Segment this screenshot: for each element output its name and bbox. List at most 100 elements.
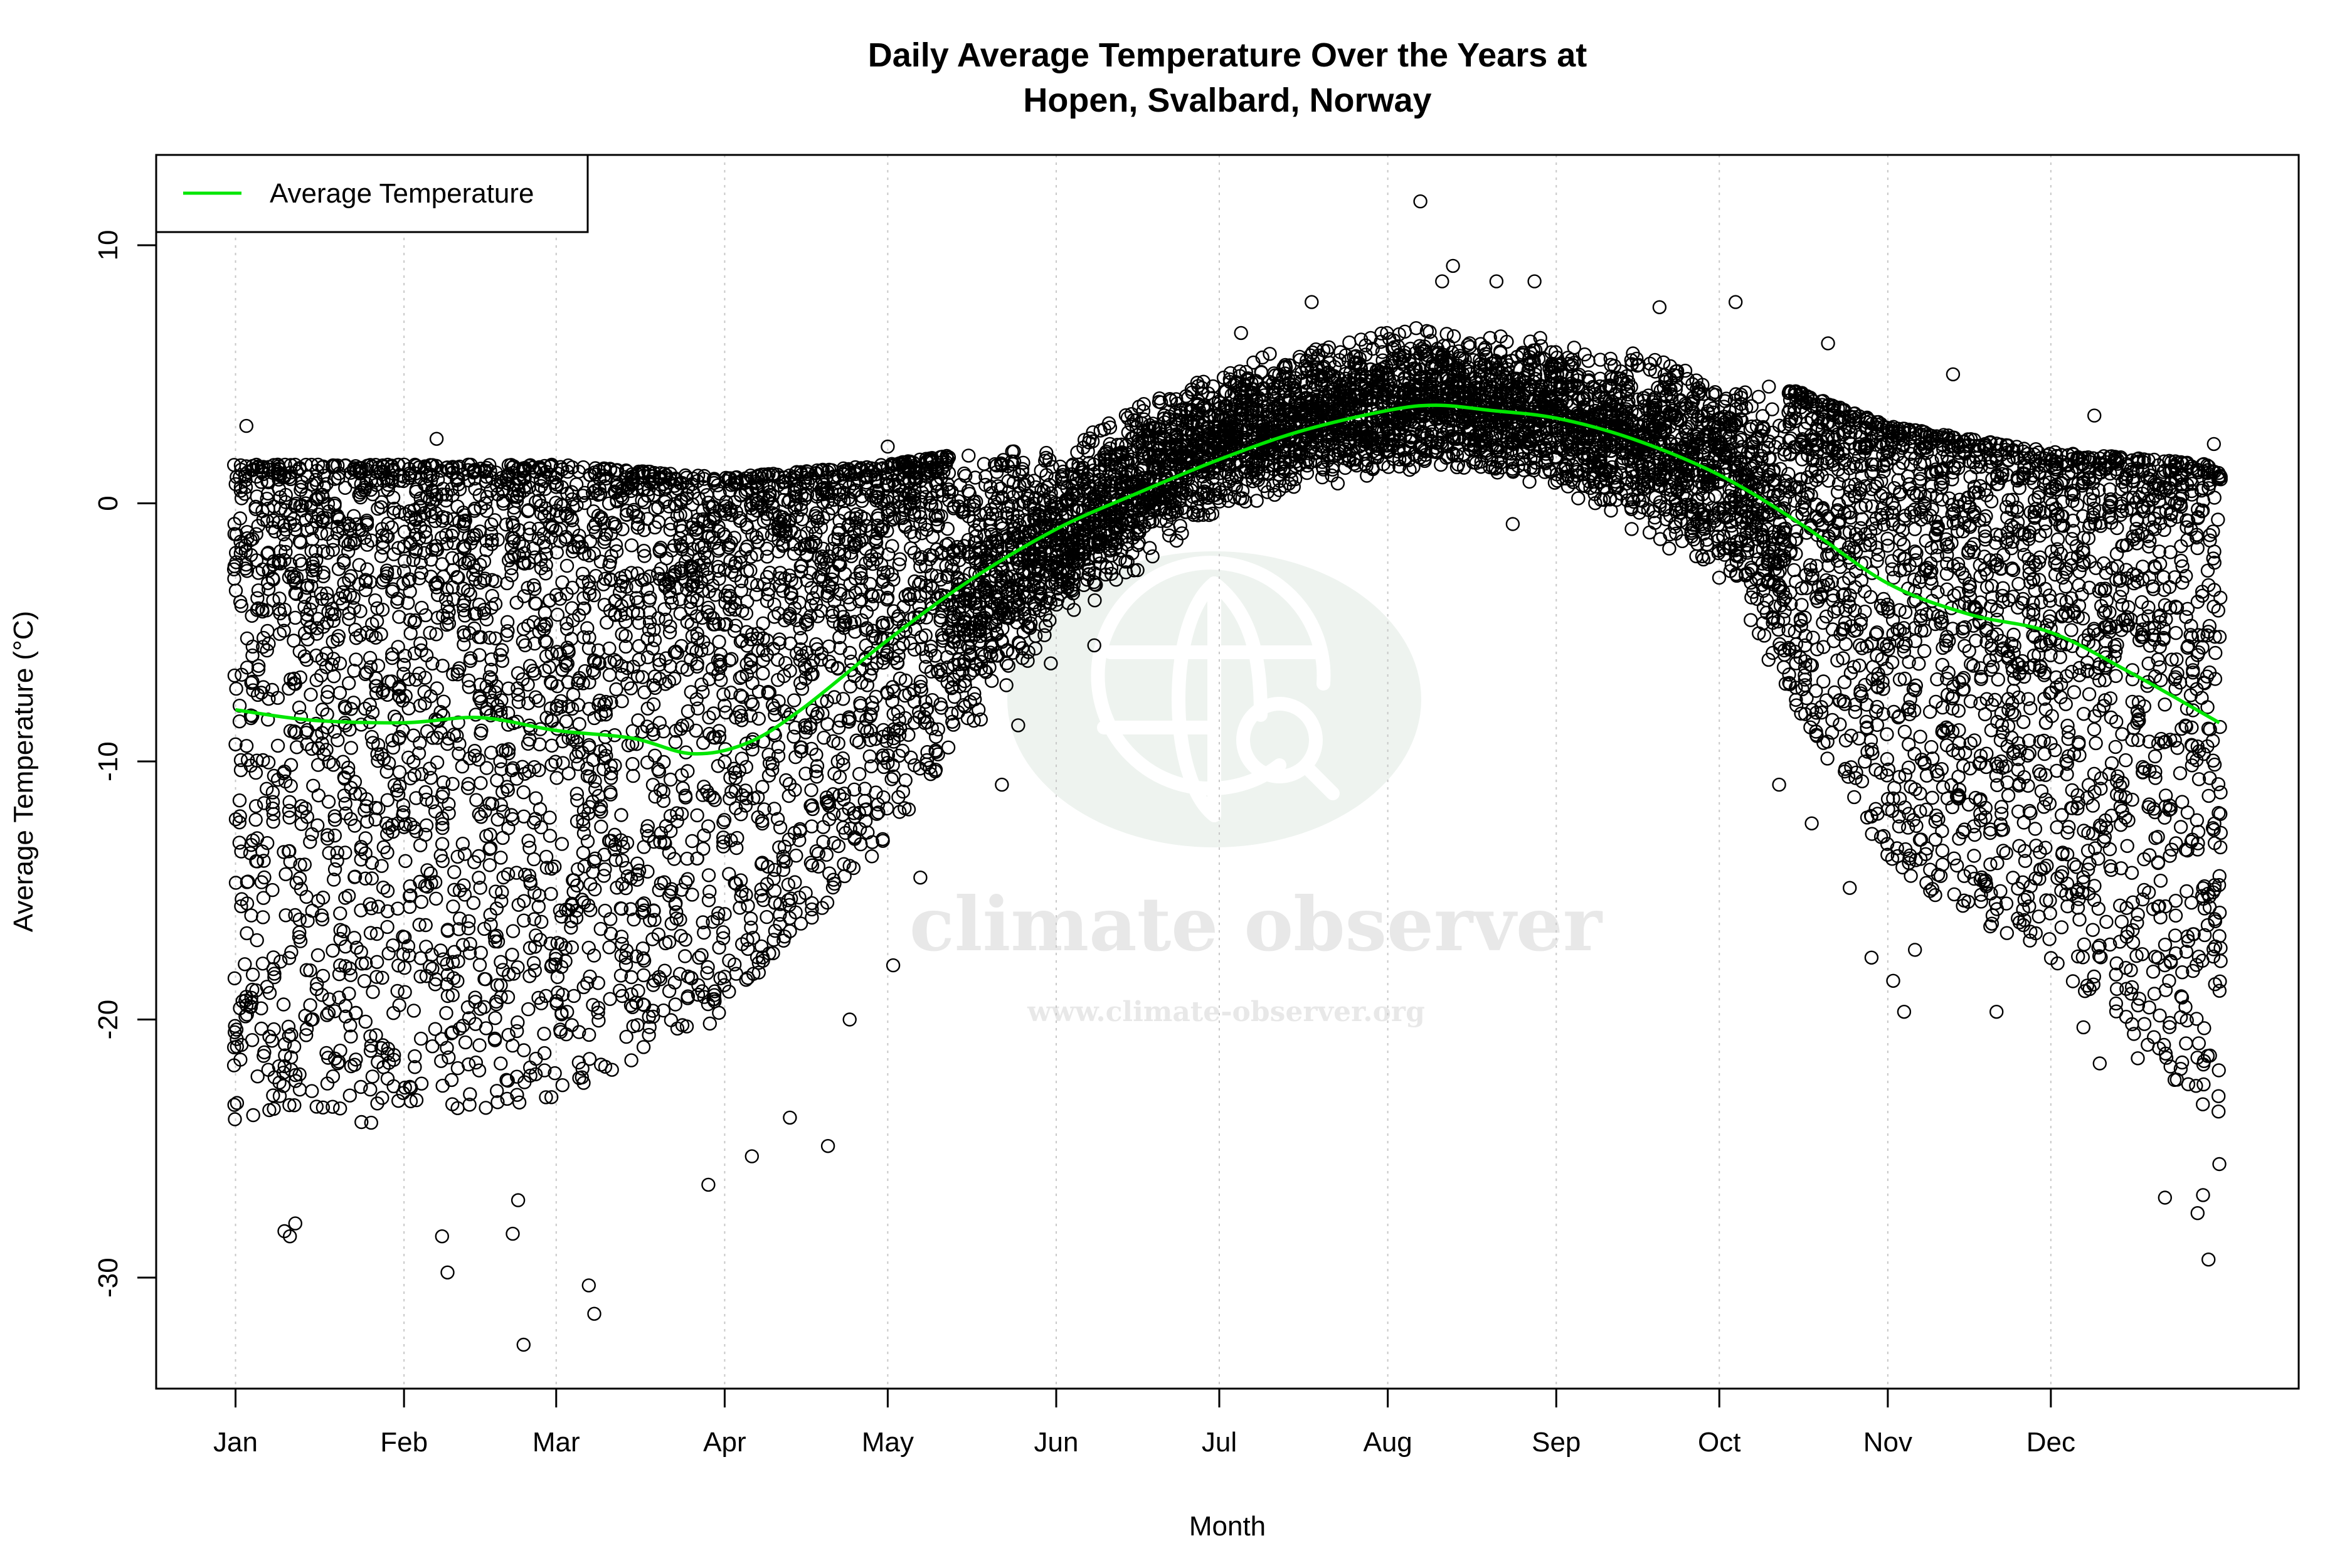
data-point	[266, 1088, 280, 1103]
data-point	[368, 593, 383, 608]
data-point	[227, 1040, 241, 1055]
data-point	[379, 765, 394, 779]
data-point	[363, 660, 378, 674]
data-point	[1142, 541, 1157, 555]
data-point	[326, 943, 340, 958]
data-point	[414, 894, 429, 909]
data-point	[254, 875, 269, 889]
data-point	[401, 574, 416, 588]
data-point	[760, 569, 775, 585]
data-point	[326, 534, 341, 548]
data-point	[696, 842, 711, 856]
data-point	[342, 986, 356, 1001]
data-point	[344, 569, 358, 583]
data-point	[494, 850, 508, 865]
data-point	[822, 639, 836, 654]
data-point	[282, 844, 297, 859]
data-point	[272, 1075, 287, 1090]
data-point	[369, 686, 384, 701]
data-point	[474, 776, 488, 790]
data-point	[548, 859, 562, 874]
data-point	[315, 968, 331, 983]
data-point	[679, 1019, 694, 1034]
data-point	[501, 990, 516, 1005]
data-point	[898, 773, 913, 788]
data-point	[494, 1056, 508, 1071]
data-point	[594, 819, 608, 834]
data-point	[327, 828, 342, 843]
data-point	[289, 586, 304, 601]
data-point	[364, 1115, 378, 1130]
data-point	[315, 890, 331, 905]
data-point	[447, 865, 462, 879]
data-point	[347, 818, 362, 833]
data-point	[260, 835, 275, 850]
data-point	[252, 659, 266, 673]
data-point	[360, 538, 374, 552]
data-point	[358, 803, 372, 818]
data-point	[278, 867, 293, 882]
data-point	[822, 654, 837, 669]
data-point	[555, 1078, 569, 1093]
data-point	[414, 1076, 429, 1091]
data-point	[365, 705, 380, 719]
data-point	[472, 1063, 487, 1078]
data-point	[368, 800, 383, 815]
data-point	[333, 906, 347, 921]
data-point	[303, 963, 317, 978]
data-point	[363, 926, 378, 940]
data-point	[320, 615, 334, 630]
data-point	[756, 666, 770, 681]
data-point	[376, 880, 391, 895]
data-point	[636, 1040, 651, 1054]
data-point	[330, 508, 344, 523]
data-point	[396, 820, 411, 834]
data-point	[756, 616, 770, 631]
data-point	[469, 1055, 483, 1070]
data-point	[333, 931, 347, 946]
data-point	[418, 608, 433, 623]
data-point	[303, 602, 317, 617]
data-point	[309, 553, 324, 568]
data-point	[337, 699, 352, 714]
data-point	[614, 808, 628, 822]
data-point	[580, 834, 595, 849]
data-point	[336, 553, 351, 568]
data-point	[374, 549, 389, 563]
data-point	[401, 596, 415, 610]
data-point	[290, 740, 304, 755]
data-point	[315, 514, 330, 529]
data-point	[270, 691, 285, 705]
data-point	[298, 801, 312, 815]
data-point	[243, 708, 258, 723]
data-point	[463, 654, 477, 669]
data-point	[374, 859, 389, 873]
data-point	[233, 809, 247, 824]
data-point	[306, 778, 320, 793]
data-point	[346, 590, 361, 605]
data-point	[586, 546, 601, 561]
data-point	[349, 940, 364, 955]
data-point	[228, 1025, 242, 1040]
data-point	[388, 565, 402, 580]
data-point	[341, 888, 356, 903]
data-point	[528, 596, 543, 610]
data-point	[398, 817, 413, 832]
data-point	[392, 765, 407, 780]
data-point	[309, 673, 324, 687]
data-point	[240, 1007, 254, 1022]
data-point	[344, 741, 358, 755]
data-point	[326, 1069, 341, 1084]
data-point	[398, 854, 413, 869]
data-point	[342, 961, 357, 976]
data-point	[903, 750, 918, 765]
data-point	[755, 780, 770, 794]
data-point	[316, 569, 331, 583]
data-point	[342, 676, 356, 691]
data-point	[299, 652, 314, 667]
data-point	[227, 668, 242, 683]
data-point	[292, 644, 307, 659]
data-point	[529, 1051, 543, 1066]
data-point	[260, 492, 274, 506]
data-point	[669, 896, 683, 911]
